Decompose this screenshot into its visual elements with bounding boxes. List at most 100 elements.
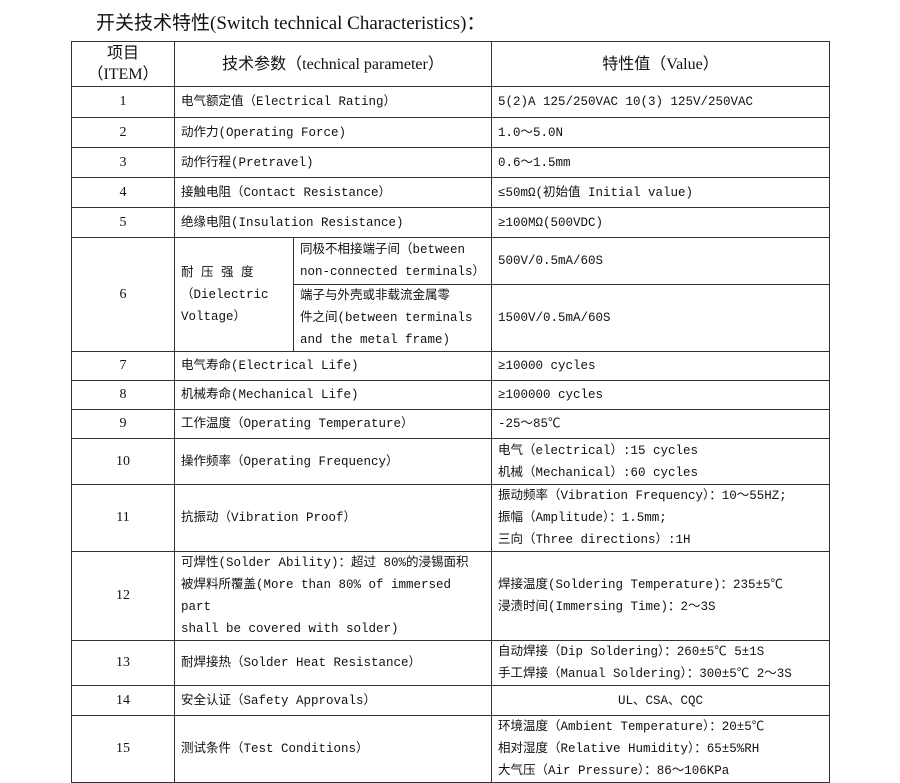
parameter-cell-line: 耐焊接热（Solder Heat Resistance）: [181, 656, 422, 670]
value-cell-line: 浸渍时间(Immersing Time)：2～3S: [498, 600, 716, 614]
header-item-en: （ITEM）: [87, 66, 159, 83]
table-row: 7 电气寿命(Electrical Life) ≥10000 cycles: [71, 351, 831, 381]
condition-cell-line: 端子与外壳或非载流金属零: [300, 289, 451, 303]
table-row: 15 测试条件（Test Conditions） 环境温度（Ambient Temp…: [71, 715, 831, 783]
parameter-cell: 工作温度（Operating Temperature）: [173, 409, 493, 439]
table-row: 6 耐 压 强 度 （Dielectric Voltage） 同极不相接端子间（betw…: [71, 237, 831, 352]
value-cell: 1.0～5.0N: [491, 117, 831, 148]
value-cell-line: 5(2)A 125/250VAC 10(3) 125V/250VAC: [498, 95, 754, 109]
parameter-cell-line: （Dielectric: [181, 287, 269, 302]
value-cell-line: ≥100000 cycles: [498, 388, 604, 402]
value-cell: ≥100000 cycles: [491, 380, 831, 410]
table-row: 9 工作温度（Operating Temperature） -25～85℃: [71, 409, 831, 439]
parameter-cell: 测试条件（Test Conditions）: [173, 715, 493, 783]
value-cell: 0.6～1.5mm: [491, 147, 831, 178]
parameter-cell-line: shall be covered with solder): [181, 622, 399, 636]
parameter-cell: 抗振动（Vibration Proof）: [173, 484, 493, 552]
parameter-cell: 接触电阻（Contact Resistance）: [173, 177, 493, 208]
parameter-cell: 可焊性(Solder Ability)：超过 80%的浸锡面积被焊料所覆盖(Mo…: [173, 551, 493, 641]
parameter-cell-line: 可焊性(Solder Ability)：超过 80%的浸锡面积: [181, 556, 469, 570]
parameter-cell-line: 耐 压 强 度: [181, 265, 254, 280]
parameter-cell-line: 电气寿命(Electrical Life): [181, 359, 359, 373]
parameter-cell: 操作频率（Operating Frequency）: [173, 438, 493, 485]
value-cell-line: ≥10000 cycles: [498, 359, 596, 373]
value-cell-line: 1.0～5.0N: [498, 125, 564, 140]
table-row: 12 可焊性(Solder Ability)：超过 80%的浸锡面积 被焊料所覆盖(…: [71, 551, 831, 641]
value-cell: 振动频率（Vibration Frequency）：10～55HZ; 振幅（Amp…: [491, 484, 831, 552]
header-item: 项目 （ITEM）: [71, 41, 175, 87]
table-row: 13 耐焊接热（Solder Heat Resistance） 自动焊接（Dip S…: [71, 640, 831, 686]
parameter-cell-line: 绝缘电阻(Insulation Resistance): [181, 215, 404, 230]
condition-cell-line: 件之间(between terminals: [300, 311, 473, 325]
item-number: 3: [71, 147, 175, 178]
item-number: 9: [71, 409, 175, 439]
value-cell: 500V/0.5mA/60S: [491, 237, 831, 285]
value-cell: 电气（electrical）:15 cycles 机械（Mechanical）:6…: [491, 438, 831, 485]
parameter-cell: 电气寿命(Electrical Life): [173, 351, 493, 381]
value-cell-line: 大气压（Air Pressure）：86～106KPa: [498, 764, 730, 778]
value-cell-line: 自动焊接（Dip Soldering）：260±5℃ 5±1S: [498, 645, 765, 659]
value-cell: 环境温度（Ambient Temperature）：20±5℃ 相对湿度（Rela…: [491, 715, 831, 783]
parameter-cell: 机械寿命(Mechanical Life): [173, 380, 493, 410]
parameter-cell-line: 接触电阻（Contact Resistance）: [181, 185, 392, 200]
parameter-cell-line: Voltage）: [181, 309, 247, 324]
condition-cell: 端子与外壳或非载流金属零件之间(between terminals and the…: [292, 284, 493, 352]
value-cell: 1500V/0.5mA/60S: [491, 284, 831, 352]
condition-cell-line: non-connected terminals）: [300, 265, 486, 279]
header-parameter: 技术参数（technical parameter）: [173, 41, 493, 87]
value-cell-line: 1500V/0.5mA/60S: [498, 311, 611, 325]
condition-cell: 同极不相接端子间（between non-connected terminals）: [292, 237, 493, 285]
value-cell-line: 焊接温度(Soldering Temperature)：235±5℃: [498, 578, 784, 592]
value-cell: 自动焊接（Dip Soldering）：260±5℃ 5±1S 手工焊接（Manu…: [491, 640, 831, 686]
value-cell-line: ≤50mΩ(初始值 Initial value): [498, 185, 694, 200]
parameter-cell: 安全认证（Safety Approvals）: [173, 685, 493, 716]
table-row: 4 接触电阻（Contact Resistance） ≤50mΩ(初始值 Initi…: [71, 177, 831, 208]
item-number: 2: [71, 117, 175, 148]
item-number: 5: [71, 207, 175, 238]
value-cell: ≥10000 cycles: [491, 351, 831, 381]
parameter-cell: 电气额定值（Electrical Rating）: [173, 86, 493, 118]
header-value: 特性值（Value）: [491, 41, 831, 87]
parameter-cell: 耐 压 强 度 （Dielectric Voltage）: [174, 237, 294, 352]
parameter-cell-line: 测试条件（Test Conditions）: [181, 742, 369, 756]
value-cell: UL、CSA、CQC: [491, 685, 831, 716]
table-row: 1 电气额定值（Electrical Rating） 5(2)A 125/250VA…: [71, 86, 831, 118]
value-cell: 5(2)A 125/250VAC 10(3) 125V/250VAC: [491, 86, 831, 118]
specs-table: 项目 （ITEM） 技术参数（technical parameter） 特性值（V…: [71, 41, 831, 783]
item-number: 10: [71, 438, 175, 485]
condition-cell-line: and the metal frame): [300, 333, 451, 347]
parameter-cell: 耐焊接热（Solder Heat Resistance）: [173, 640, 493, 686]
header-item-cn: 项目: [106, 45, 139, 62]
value-cell-line: 振幅（Amplitude）：1.5mm;: [498, 511, 667, 525]
table-row: 11 抗振动（Vibration Proof） 振动频率（Vibration Fr…: [71, 484, 831, 552]
value-cell-line: 相对湿度（Relative Humidity）：65±5%RH: [498, 742, 760, 756]
condition-cell-line: 同极不相接端子间（between: [300, 243, 466, 257]
value-cell: -25～85℃: [491, 409, 831, 439]
table-row: 8 机械寿命(Mechanical Life) ≥100000 cycles: [71, 380, 831, 410]
parameter-cell: 动作行程(Pretravel): [173, 147, 493, 178]
item-number: 7: [71, 351, 175, 381]
parameter-cell-line: 电气额定值（Electrical Rating）: [181, 95, 397, 109]
value-cell: ≥100MΩ(500VDC): [491, 207, 831, 238]
parameter-cell: 动作力(Operating Force): [173, 117, 493, 148]
value-cell-line: 机械（Mechanical）:60 cycles: [498, 465, 699, 480]
item-number: 15: [71, 715, 175, 783]
parameter-cell: 绝缘电阻(Insulation Resistance): [173, 207, 493, 238]
parameter-cell-line: 动作力(Operating Force): [181, 125, 347, 140]
parameter-cell-line: 被焊料所覆盖(More than 80% of immersed part: [181, 578, 452, 614]
value-cell: ≤50mΩ(初始值 Initial value): [491, 177, 831, 208]
header-row: 项目 （ITEM） 技术参数（technical parameter） 特性值（V…: [71, 41, 831, 87]
value-cell-line: 电气（electrical）:15 cycles: [498, 443, 699, 458]
item-number: 11: [71, 484, 175, 552]
item-number: 13: [71, 640, 175, 686]
parameter-cell-line: 抗振动（Vibration Proof）: [181, 511, 357, 525]
table-row: 10 操作频率（Operating Frequency） 电气（electrical…: [71, 438, 831, 485]
table-row: 5 绝缘电阻(Insulation Resistance) ≥100MΩ(500VD…: [71, 207, 831, 238]
table-row: 3 动作行程(Pretravel) 0.6～1.5mm: [71, 147, 831, 178]
item-number: 1: [71, 86, 175, 118]
value-cell-line: 环境温度（Ambient Temperature）：20±5℃: [498, 720, 765, 734]
parameter-cell-line: 机械寿命(Mechanical Life): [181, 388, 359, 402]
value-cell: 焊接温度(Soldering Temperature)：235±5℃ 浸渍时间(I…: [491, 551, 831, 641]
table-row: 2 动作力(Operating Force) 1.0～5.0N: [71, 117, 831, 148]
table-row: 14 安全认证（Safety Approvals） UL、CSA、CQC: [71, 685, 831, 716]
